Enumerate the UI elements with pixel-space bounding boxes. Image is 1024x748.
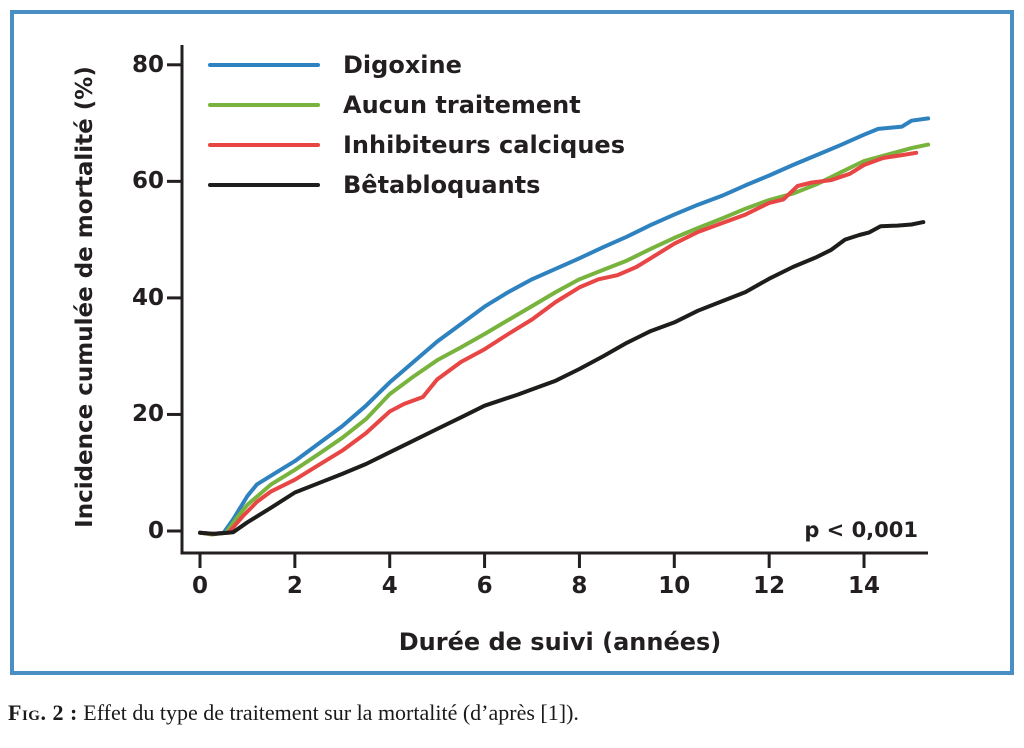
- y-tick-label: 60: [131, 168, 164, 195]
- x-tick-label: 8: [571, 573, 588, 599]
- series-line-inhibiteurs-calciques: [198, 150, 919, 536]
- y-tick-label: 0: [147, 518, 164, 544]
- legend-label-inhibiteurs-calciques: Inhibiteurs calciques: [343, 131, 625, 159]
- legend-swatch-digoxine: [208, 63, 320, 67]
- x-tick-label: 6: [476, 573, 493, 599]
- legend-swatch-betabloquants: [208, 183, 320, 187]
- legend-label-betabloquants: Bêtabloquants: [343, 171, 541, 199]
- series-line-aucun-traitement: [198, 142, 931, 537]
- series-line-b-tabloquants: [198, 220, 926, 536]
- y-tick-label: 40: [131, 284, 164, 311]
- x-tick-label: 14: [848, 573, 881, 599]
- x-axis-label: Durée de suivi (années): [398, 628, 722, 656]
- legend-swatch-inhibiteurs-calciques: [208, 143, 320, 147]
- legend-label-digoxine: Digoxine: [343, 51, 462, 79]
- p-value-annotation: p < 0,001: [804, 518, 918, 542]
- x-tick-label: 2: [286, 573, 303, 599]
- series-line-digoxine: [198, 116, 931, 536]
- legend-swatch-aucun-traitement: [208, 103, 320, 107]
- x-tick-label: 10: [658, 573, 691, 599]
- x-tick-label: 0: [191, 573, 208, 599]
- x-tick-label: 4: [381, 573, 398, 599]
- legend-label-aucun-traitement: Aucun traitement: [343, 91, 581, 119]
- y-tick-label: 20: [131, 401, 164, 428]
- figure-caption: Fig. 2 : Effet du type de traitement sur…: [8, 700, 1008, 726]
- y-tick-label: 80: [131, 51, 164, 78]
- figure-caption-label: Fig. 2 :: [8, 700, 78, 725]
- x-tick-label: 12: [753, 573, 786, 599]
- figure-border-box: [10, 10, 1014, 675]
- figure-caption-text: Effet du type de traitement sur la morta…: [77, 700, 579, 725]
